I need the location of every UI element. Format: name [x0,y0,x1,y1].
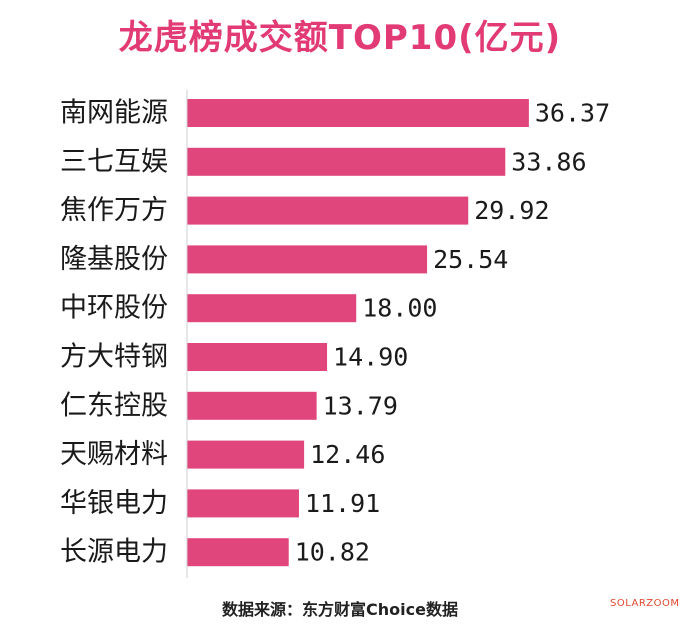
bar-3 [187,196,469,225]
category-label-7: 仁东控股 [60,390,168,421]
value-label-3: 29.92 [474,196,549,225]
value-label-2: 33.86 [511,147,586,176]
bar-5 [187,294,357,323]
value-label-4: 25.54 [433,245,508,274]
value-label-7: 13.79 [323,391,398,420]
category-label-1: 南网能源 [60,98,168,129]
value-label-5: 18.00 [362,294,437,323]
value-label-9: 11.91 [305,489,380,518]
bar-group [187,99,529,567]
value-label-1: 36.37 [535,99,610,128]
category-label-8: 天赐材料 [60,439,168,470]
category-label-2: 三七互娱 [60,146,168,177]
category-label-4: 隆基股份 [60,244,168,275]
bar-1 [187,99,529,127]
category-label-5: 中环股份 [60,293,168,324]
category-label-10: 长源电力 [60,537,168,568]
category-label-9: 华银电力 [60,488,168,519]
bar-7 [187,391,317,420]
value-labels: 36.37 33.86 29.92 25.54 18.00 14.90 13.79 12.46… [295,99,610,567]
category-label-3: 焦作万方 [60,195,168,226]
bar-9 [187,489,299,518]
watermark-logo: SOLARZOOM [610,598,680,609]
bar-6 [187,343,328,371]
data-source-note: 数据来源：东方财富Choice数据 [222,600,458,619]
value-label-6: 14.90 [333,343,408,372]
bar-8 [187,440,305,469]
value-label-8: 12.46 [310,440,385,469]
chart-title: 龙虎榜成交额TOP10(亿元) [118,18,562,58]
bar-4 [187,245,428,274]
category-label-6: 方大特钢 [60,342,168,373]
bar-2 [187,147,506,176]
value-label-10: 10.82 [295,538,370,567]
bar-10 [187,538,289,567]
